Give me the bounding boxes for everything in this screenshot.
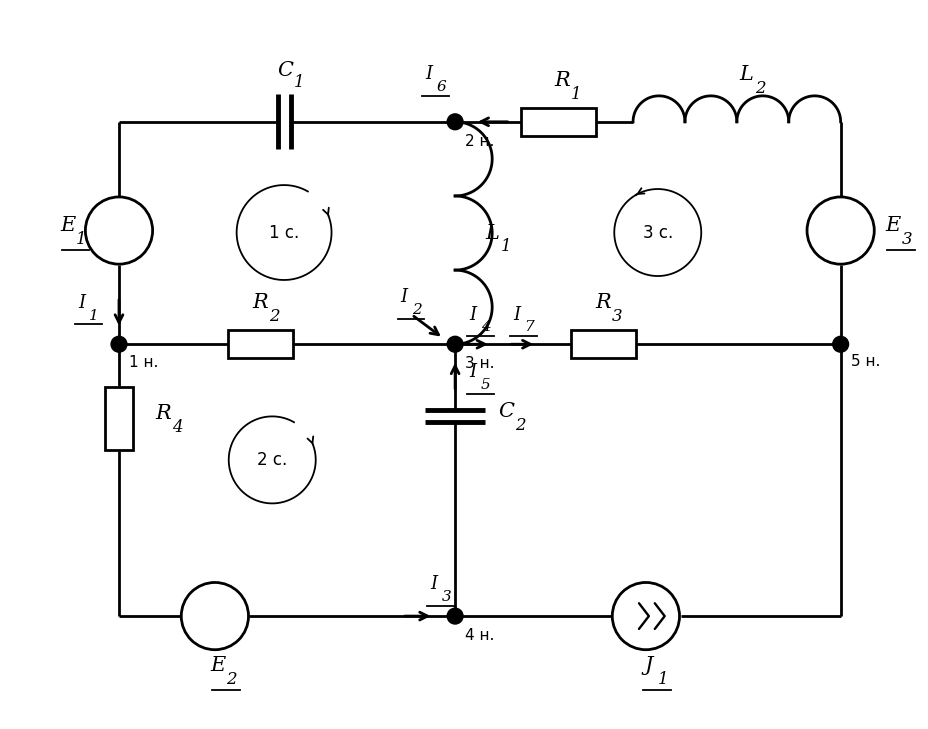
Text: 3: 3 bbox=[612, 308, 622, 325]
Text: 3: 3 bbox=[441, 590, 451, 604]
Text: 3 н.: 3 н. bbox=[465, 356, 494, 371]
Circle shape bbox=[446, 608, 462, 624]
Text: 5 н.: 5 н. bbox=[850, 354, 879, 369]
Text: I: I bbox=[424, 66, 432, 83]
Text: 4: 4 bbox=[481, 321, 490, 335]
Text: R: R bbox=[155, 404, 171, 423]
Text: 1: 1 bbox=[501, 238, 511, 255]
Text: 2 н.: 2 н. bbox=[465, 133, 494, 149]
Text: 2: 2 bbox=[226, 671, 237, 688]
Text: 5: 5 bbox=[481, 378, 490, 391]
Bar bbox=[105, 387, 133, 450]
Text: R: R bbox=[252, 293, 268, 312]
Text: 1: 1 bbox=[657, 671, 667, 688]
Text: I: I bbox=[469, 363, 476, 381]
Text: I: I bbox=[78, 294, 84, 312]
Text: I: I bbox=[400, 288, 406, 305]
Circle shape bbox=[85, 197, 152, 264]
Text: 2: 2 bbox=[411, 303, 421, 316]
Text: 4: 4 bbox=[172, 418, 183, 436]
Text: I: I bbox=[430, 575, 436, 593]
Text: 3 с.: 3 с. bbox=[642, 224, 672, 241]
Circle shape bbox=[612, 582, 678, 650]
Text: 2: 2 bbox=[754, 79, 765, 97]
Text: C: C bbox=[498, 402, 514, 421]
Circle shape bbox=[831, 336, 847, 352]
Text: C: C bbox=[277, 61, 292, 80]
Bar bbox=[570, 330, 636, 358]
Text: 1: 1 bbox=[89, 308, 99, 322]
Circle shape bbox=[181, 582, 248, 650]
Text: E: E bbox=[884, 216, 900, 235]
Text: R: R bbox=[595, 293, 611, 312]
Circle shape bbox=[806, 197, 873, 264]
Text: L: L bbox=[739, 65, 753, 84]
Text: J: J bbox=[644, 656, 652, 675]
Text: 2: 2 bbox=[514, 417, 525, 434]
Text: E: E bbox=[60, 216, 75, 235]
Circle shape bbox=[111, 336, 127, 352]
Text: L: L bbox=[485, 224, 499, 243]
Circle shape bbox=[446, 114, 462, 130]
Text: 1: 1 bbox=[293, 74, 303, 91]
Text: 1: 1 bbox=[570, 85, 580, 103]
Text: 4 н.: 4 н. bbox=[465, 628, 494, 643]
Text: 7: 7 bbox=[523, 321, 534, 335]
Text: R: R bbox=[553, 71, 569, 90]
Text: E: E bbox=[210, 656, 226, 675]
Bar bbox=[521, 108, 596, 136]
Circle shape bbox=[446, 336, 462, 352]
Text: 3: 3 bbox=[900, 231, 911, 248]
Text: 2 с.: 2 с. bbox=[257, 451, 287, 469]
Text: I: I bbox=[469, 305, 476, 324]
Bar bbox=[227, 330, 292, 358]
Text: 2: 2 bbox=[268, 308, 279, 325]
Text: 1 н.: 1 н. bbox=[129, 355, 158, 370]
Text: 6: 6 bbox=[436, 80, 445, 94]
Text: 1: 1 bbox=[76, 231, 86, 248]
Text: 1 с.: 1 с. bbox=[269, 224, 299, 241]
Text: I: I bbox=[512, 305, 520, 324]
